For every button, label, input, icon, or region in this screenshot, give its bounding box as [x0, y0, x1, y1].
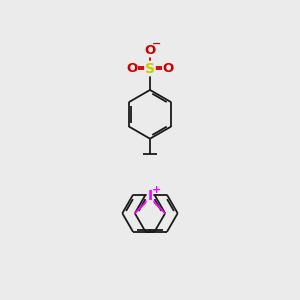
- Text: S: S: [145, 61, 155, 76]
- Text: −: −: [152, 39, 161, 49]
- Text: I: I: [147, 189, 153, 203]
- Text: +: +: [152, 185, 161, 195]
- Text: O: O: [144, 44, 156, 57]
- Text: O: O: [126, 62, 137, 75]
- Text: O: O: [163, 62, 174, 75]
